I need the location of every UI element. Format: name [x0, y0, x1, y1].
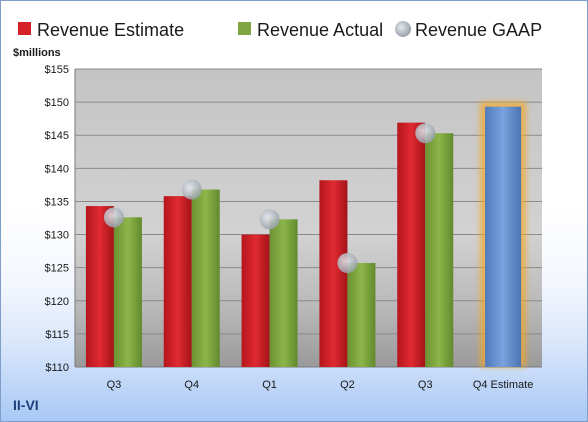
x-tick-label: Q3: [107, 379, 122, 391]
legend-swatch-gaap: [395, 21, 411, 37]
y-tick-label: $145: [45, 130, 69, 142]
y-axis: $110 $115 $120 $125 $130 $135 $140 $145 $150 $155: [45, 64, 542, 374]
y-unit-label: $millions: [13, 47, 61, 59]
y-tick-label: $120: [45, 296, 69, 308]
legend-label: Revenue Estimate: [37, 20, 184, 40]
bar-revenue-actual: [269, 219, 298, 367]
bar-revenue-estimate: [319, 180, 348, 367]
legend-label: Revenue Actual: [257, 20, 383, 40]
marker-revenue-gaap: [415, 123, 436, 144]
x-tick-label: Q4: [184, 379, 199, 391]
marker-revenue-gaap: [103, 207, 124, 228]
x-tick-label: Q2: [340, 379, 355, 391]
x-tick-label: Q4 Estimate: [473, 379, 534, 391]
gaap-markers: [103, 123, 436, 274]
legend: Revenue Estimate Revenue Actual Revenue GA…: [18, 20, 542, 40]
y-tick-label: $140: [45, 163, 69, 175]
legend-swatch: [238, 22, 251, 35]
gridlines: [75, 68, 542, 368]
legend-label: Revenue GAAP: [415, 20, 542, 40]
bar-revenue-estimate: [397, 122, 426, 367]
y-tick-label: $125: [45, 263, 69, 275]
company-name: II-VI: [13, 397, 39, 413]
marker-revenue-gaap: [181, 179, 202, 200]
bar-revenue-actual: [191, 189, 220, 367]
bar-q4-estimate: [485, 106, 522, 367]
x-axis: Q3 Q4 Q1 Q2 Q3 Q4 Estimate: [107, 379, 534, 391]
legend-swatch: [18, 22, 31, 35]
x-tick-label: Q3: [418, 379, 433, 391]
bar-revenue-actual: [113, 217, 142, 367]
y-tick-label: $135: [45, 196, 69, 208]
bar-revenue-actual: [425, 133, 454, 367]
marker-revenue-gaap: [259, 209, 280, 230]
plot-area: [75, 69, 542, 367]
y-tick-label: $110: [45, 362, 69, 374]
y-tick-label: $150: [45, 97, 69, 109]
bar-revenue-actual: [347, 263, 376, 367]
y-tick-label: $130: [45, 230, 69, 242]
bars: [85, 101, 527, 367]
y-tick-label: $155: [45, 64, 69, 76]
y-tick-label: $115: [45, 329, 69, 341]
bar-revenue-estimate: [241, 234, 270, 367]
x-tick-label: Q1: [262, 379, 277, 391]
bar-revenue-estimate: [85, 206, 114, 367]
marker-revenue-gaap: [337, 253, 358, 274]
bar-revenue-estimate: [163, 196, 192, 367]
